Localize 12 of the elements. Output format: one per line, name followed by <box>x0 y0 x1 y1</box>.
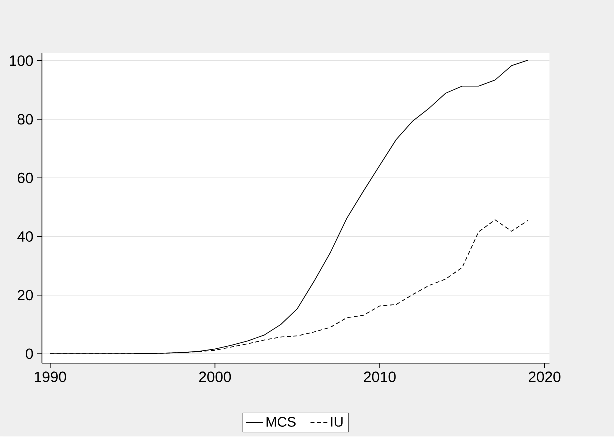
y-tick-label: 20 <box>18 290 34 301</box>
y-tick-label: 60 <box>18 173 34 184</box>
x-tick-label: 2000 <box>199 372 232 383</box>
x-tick-label: 1990 <box>35 372 66 383</box>
y-tick-label: 40 <box>18 232 34 242</box>
x-tick-label: 2020 <box>529 372 561 383</box>
y-tick-label: 0 <box>26 348 34 360</box>
y-tick-label: 100 <box>10 56 34 66</box>
x-tick-label: 2010 <box>364 372 396 383</box>
legend-label: MCS <box>266 417 296 428</box>
legend-label: IU <box>331 417 343 428</box>
y-tick-label: 80 <box>18 114 34 125</box>
